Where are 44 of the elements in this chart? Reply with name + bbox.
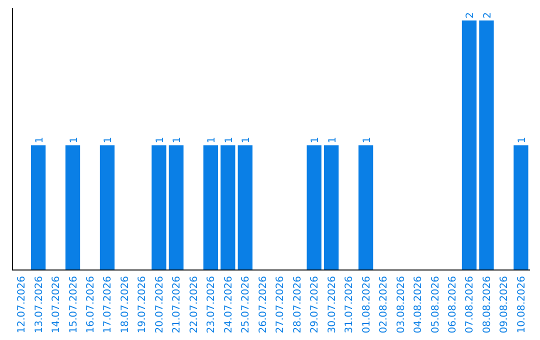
data-label: 1 [172,136,184,144]
data-label: 1 [68,136,80,144]
data-label: 1 [206,136,218,144]
x-tick-label: 23.07.2026 [206,276,218,334]
data-label: 1 [154,136,166,144]
x-tick-label: 31.07.2026 [344,276,356,334]
x-tick-label: 14.07.2026 [51,276,62,334]
data-label: 2 [482,12,494,18]
x-tick-label: 17.07.2026 [102,276,114,334]
x-tick-label: 15.07.2026 [68,276,80,334]
x-tick-label: 30.07.2026 [326,276,338,334]
x-tick-label: 29.07.2026 [310,276,321,334]
x-tick-label: 07.08.2026 [464,276,476,334]
data-label: 2 [465,12,476,18]
x-tick-label: 16.07.2026 [86,276,96,334]
x-tick-label: 12.07.2026 [16,276,28,334]
x-tick-label: 04.08.2026 [413,276,424,334]
data-label: 1 [362,136,373,144]
x-tick-label: 01.08.2026 [361,276,372,334]
data-label: 1 [327,136,338,144]
x-tick-label: 08.08.2026 [482,276,493,334]
data-label: 1 [310,136,322,144]
data-label: 1 [34,136,46,144]
x-tick-label: 03.08.2026 [396,276,407,334]
x-tick-label: 18.07.2026 [120,276,131,334]
x-tick-label: 13.07.2026 [34,276,45,334]
x-tick-label: 25.07.2026 [240,276,252,334]
x-tick-label: 24.07.2026 [223,276,234,334]
data-label: 1 [516,136,528,144]
data-label: 1 [103,136,114,144]
data-label: 1 [241,136,252,144]
x-tick-label: 02.08.2026 [378,276,390,334]
x-tick-label: 26.07.2026 [258,276,269,334]
data-label: 1 [224,136,235,144]
x-tick-label: 20.07.2026 [154,276,166,334]
x-tick-label: 27.07.2026 [275,276,286,334]
x-tick-label: 10.08.2026 [516,276,528,334]
x-tick-label: 09.08.2026 [499,276,510,334]
x-tick-label: 21.07.2026 [172,276,183,334]
x-tick-label: 05.08.2026 [430,276,442,334]
x-tick-label: 22.07.2026 [188,276,200,334]
x-tick-label: 06.08.2026 [448,276,458,334]
x-tick-label: 28.07.2026 [292,276,304,334]
x-tick-label: 19.07.2026 [137,276,148,334]
